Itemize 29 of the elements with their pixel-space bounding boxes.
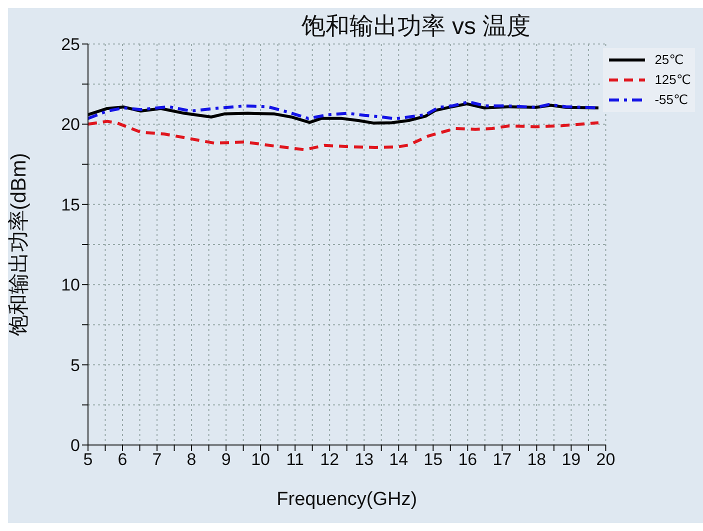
y-axis-title: 饱和输出功率(dBm) xyxy=(7,152,30,338)
x-tick-label: 7 xyxy=(152,450,162,470)
x-tick-label: 8 xyxy=(186,450,196,470)
y-tick-label: 5 xyxy=(70,356,80,375)
x-tick-label: 9 xyxy=(221,450,231,470)
x-tick-label: 5 xyxy=(83,450,93,470)
legend-label: -55℃ xyxy=(654,91,688,109)
legend-label: 125℃ xyxy=(654,71,691,89)
x-tick-label: 6 xyxy=(118,450,128,470)
line-series xyxy=(88,120,600,152)
x-tick-label: 12 xyxy=(320,450,340,470)
y-tick-label: 10 xyxy=(61,276,80,295)
x-tick-label: 20 xyxy=(596,450,616,470)
legend-label: 25℃ xyxy=(654,51,684,69)
x-tick-label: 10 xyxy=(251,450,270,470)
x-tick-label: 19 xyxy=(562,450,581,470)
chart-title: 饱和输出功率 vs 温度 xyxy=(300,12,532,42)
y-tick-label: 20 xyxy=(61,115,80,134)
y-tick-label: 0 xyxy=(70,436,80,456)
y-tick-label: 15 xyxy=(61,195,80,214)
x-tick-label: 16 xyxy=(458,450,478,470)
x-tick-label: 15 xyxy=(424,450,443,470)
x-tick-label: 11 xyxy=(286,450,304,470)
x-axis-title: Frequency(GHz) xyxy=(276,489,418,510)
y-tick-label: 25 xyxy=(61,35,80,54)
x-tick-label: 13 xyxy=(354,450,374,470)
x-tick-label: 17 xyxy=(492,450,512,470)
x-tick-label: 14 xyxy=(389,450,408,470)
x-tick-label: 18 xyxy=(527,450,546,470)
